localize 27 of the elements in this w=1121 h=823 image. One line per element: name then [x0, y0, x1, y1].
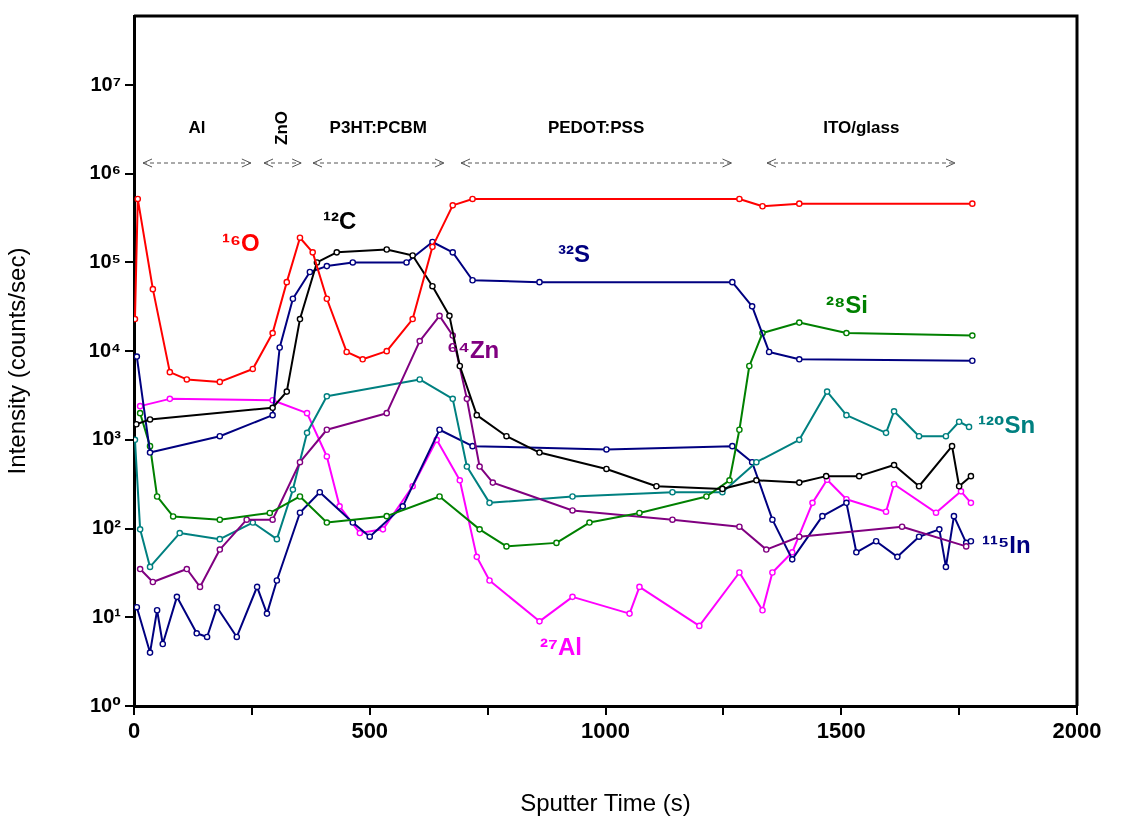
y-tick-label: 10⁵	[89, 249, 121, 272]
x-tick-label: 2000	[1052, 718, 1102, 744]
x-tick-label: 1500	[816, 718, 866, 744]
y-tick-label: 10⁴	[88, 338, 121, 361]
y-axis-title: Intensity (counts/sec)	[3, 247, 31, 475]
y-tick-label: 10³	[92, 427, 122, 450]
x-tick-label: 500	[351, 718, 389, 744]
y-tick-label: 10¹	[92, 604, 122, 627]
y-tick-label: 10⁷	[90, 72, 121, 95]
x-tick-label: 0	[127, 718, 141, 744]
y-tick-label: 10²	[92, 516, 122, 539]
annotation: Al	[188, 117, 206, 137]
x-tick-label: 1000	[581, 718, 630, 744]
series-label: ¹⁶O	[222, 228, 260, 256]
x-axis-title: Sputter Time (s)	[520, 789, 691, 817]
series-label: ¹²⁰Sn	[978, 410, 1036, 438]
annotation: ZnO	[271, 111, 291, 145]
series-label: ¹¹⁵In	[982, 530, 1031, 558]
annotation: ITO/glass	[823, 117, 900, 137]
series-label: ³²S	[558, 239, 590, 267]
series-label: ²⁷Al	[540, 632, 582, 660]
y-tick-label: 10⁰	[89, 693, 121, 716]
annotation: P3HT:PCBM	[329, 117, 427, 137]
series-label: ²⁸Si	[826, 290, 869, 318]
series-label: ¹²C	[323, 206, 357, 234]
annotation: PEDOT:PSS	[547, 117, 645, 137]
y-tick-label: 10⁶	[89, 161, 121, 184]
